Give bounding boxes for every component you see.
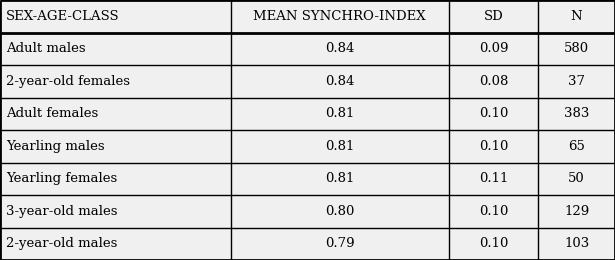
Text: 0.09: 0.09: [479, 42, 508, 55]
Text: SD: SD: [483, 10, 504, 23]
Text: Adult females: Adult females: [6, 107, 98, 120]
Text: 103: 103: [564, 237, 589, 250]
Text: 0.84: 0.84: [325, 75, 354, 88]
Text: 0.10: 0.10: [479, 107, 508, 120]
Text: 2-year-old females: 2-year-old females: [6, 75, 130, 88]
Text: 383: 383: [564, 107, 589, 120]
Text: Adult males: Adult males: [6, 42, 85, 55]
Text: SEX-AGE-CLASS: SEX-AGE-CLASS: [6, 10, 120, 23]
Text: Yearling males: Yearling males: [6, 140, 105, 153]
Text: 129: 129: [564, 205, 589, 218]
Text: 0.08: 0.08: [479, 75, 508, 88]
Text: 0.79: 0.79: [325, 237, 355, 250]
Text: N: N: [571, 10, 582, 23]
Text: 0.10: 0.10: [479, 205, 508, 218]
Text: 50: 50: [568, 172, 585, 185]
Text: 37: 37: [568, 75, 585, 88]
Text: 3-year-old males: 3-year-old males: [6, 205, 117, 218]
Text: 580: 580: [564, 42, 589, 55]
Text: 0.81: 0.81: [325, 172, 354, 185]
Text: 0.10: 0.10: [479, 237, 508, 250]
Text: 0.81: 0.81: [325, 107, 354, 120]
Text: 0.80: 0.80: [325, 205, 354, 218]
Text: MEAN SYNCHRO-INDEX: MEAN SYNCHRO-INDEX: [253, 10, 426, 23]
Text: Yearling females: Yearling females: [6, 172, 117, 185]
Text: 65: 65: [568, 140, 585, 153]
Text: 0.84: 0.84: [325, 42, 354, 55]
Text: 0.11: 0.11: [479, 172, 508, 185]
Text: 0.81: 0.81: [325, 140, 354, 153]
Text: 2-year-old males: 2-year-old males: [6, 237, 117, 250]
Text: 0.10: 0.10: [479, 140, 508, 153]
